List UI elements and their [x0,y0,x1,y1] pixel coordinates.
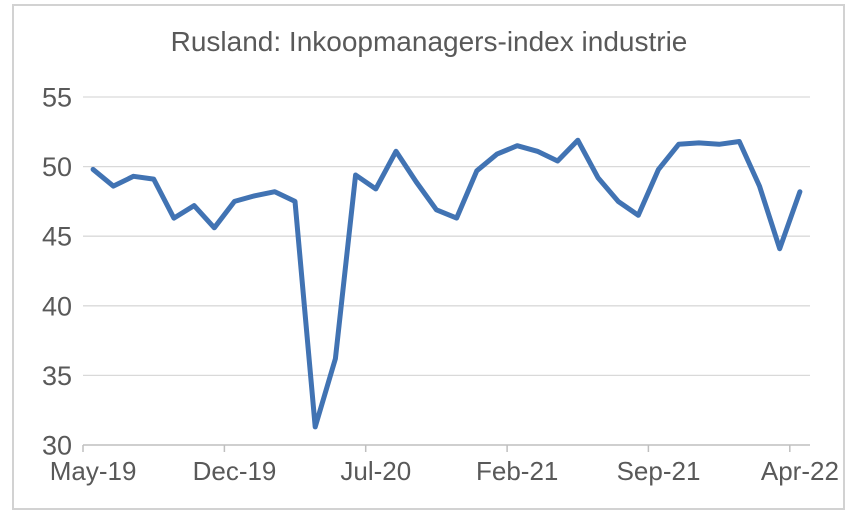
y-axis-tick-label: 40 [42,291,72,321]
x-axis [82,444,810,452]
x-axis-tick-label: Jul-20 [340,456,411,486]
pmi-series [90,137,803,430]
chart-frame [12,4,845,510]
y-axis-tick-label: 55 [42,83,72,113]
x-axis-tick-label: Feb-21 [476,456,558,486]
y-axis-tick-label: 50 [42,152,72,182]
x-axis-tick-label: Apr-22 [761,456,839,486]
x-axis-tick-label: Dec-19 [193,456,277,486]
chart-title: Rusland: Inkoopmanagers-index industrie [170,26,688,57]
y-axis-tick-label: 35 [42,361,72,391]
y-axis-tick-label: 45 [42,222,72,252]
gridlines [83,96,810,377]
x-axis-tick-label: May-19 [50,456,137,486]
x-axis-tick-label: Sep-21 [617,456,701,486]
y-axis-tick-label: 30 [42,431,72,461]
pmi-line [90,137,803,430]
